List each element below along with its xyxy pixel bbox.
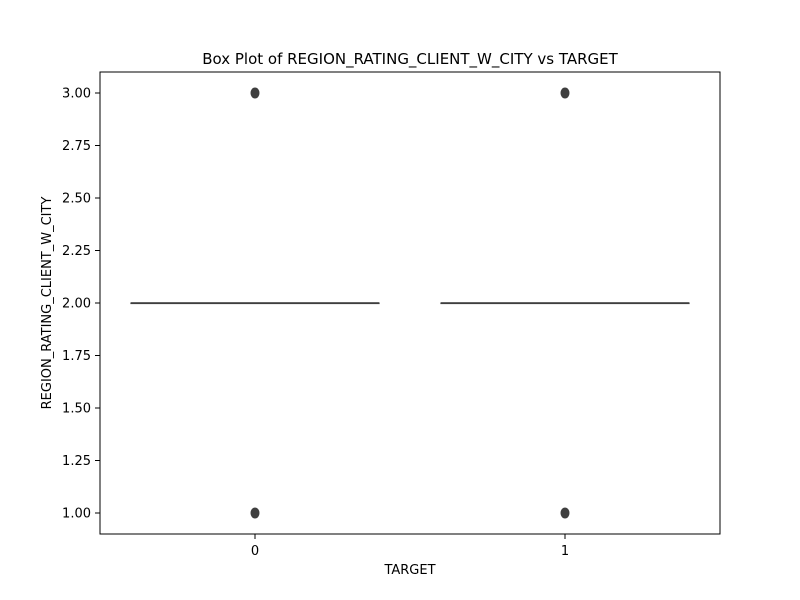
box-1 — [440, 87, 690, 519]
outlier-point — [250, 507, 260, 519]
y-tick-label: 1.75 — [62, 349, 91, 364]
outlier-point — [560, 87, 570, 99]
outlier-point — [250, 87, 260, 99]
y-tick-label: 3.00 — [62, 87, 91, 102]
x-tick-label: 1 — [561, 544, 569, 559]
y-tick-label: 2.75 — [62, 139, 91, 154]
y-tick-label: 1.25 — [62, 454, 91, 469]
chart-title: Box Plot of REGION_RATING_CLIENT_W_CITY … — [202, 50, 618, 69]
plot-area — [130, 87, 690, 519]
y-tick-label: 2.50 — [62, 192, 91, 207]
y-tick-label: 1.50 — [62, 402, 91, 417]
x-tick-label: 0 — [251, 544, 259, 559]
x-axis-label: TARGET — [383, 563, 435, 578]
box-0 — [130, 87, 380, 519]
y-axis-ticks: 1.00 1.25 1.50 1.75 2.00 2.25 2.50 2.75 3.00 — [62, 87, 100, 522]
y-tick-label: 2.25 — [62, 244, 91, 259]
outlier-point — [560, 507, 570, 519]
y-axis-label: REGION_RATING_CLIENT_W_CITY — [40, 197, 55, 410]
y-tick-label: 2.00 — [62, 297, 91, 312]
y-tick-label: 1.00 — [62, 507, 91, 522]
